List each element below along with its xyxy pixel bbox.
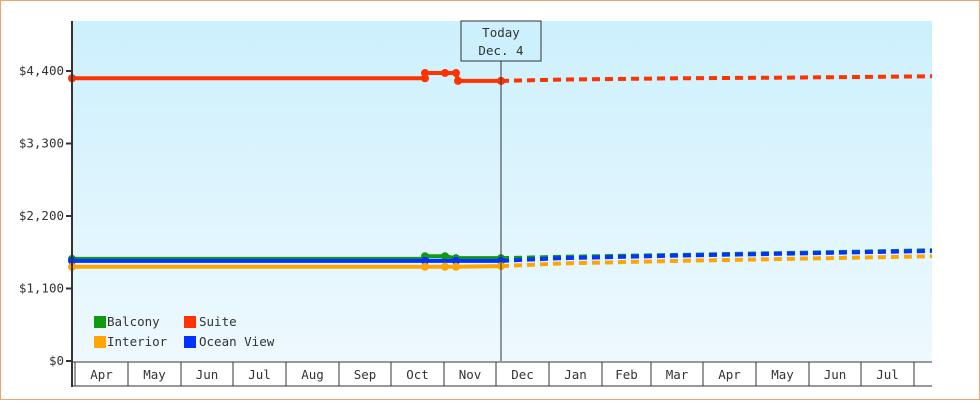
y-tick-label: $4,400 — [19, 63, 64, 78]
x-month-label: Mar — [666, 367, 689, 382]
legend-label-balcony: Balcony — [107, 314, 160, 329]
legend: Balcony Suite Interior Ocean View — [94, 314, 275, 349]
legend-label-ocean-view: Ocean View — [199, 334, 275, 349]
x-month-label: Apr — [90, 367, 113, 382]
legend-item-balcony[interactable]: Balcony — [94, 314, 160, 329]
legend-item-ocean-view[interactable]: Ocean View — [184, 334, 275, 349]
legend-item-interior[interactable]: Interior — [94, 334, 168, 349]
y-tick-label: $3,300 — [19, 136, 64, 151]
y-tick-label: $2,200 — [19, 208, 64, 223]
x-month-label: Jul — [248, 367, 271, 382]
x-month-label: Feb — [615, 367, 638, 382]
today-label-line2: Dec. 4 — [478, 43, 523, 58]
x-month-label: Apr — [718, 367, 741, 382]
today-label-box — [460, 20, 542, 62]
x-month-label: Jun — [196, 367, 219, 382]
y-tick-label: $0 — [49, 353, 64, 368]
x-month-label: Dec — [511, 367, 534, 382]
data-point[interactable] — [441, 262, 449, 271]
x-month-label: Oct — [406, 367, 429, 382]
data-point[interactable] — [452, 262, 460, 271]
legend-swatch-ocean-view — [184, 336, 196, 348]
legend-swatch-balcony — [94, 316, 106, 328]
y-tick-label: $1,100 — [19, 281, 64, 296]
x-month-label: May — [143, 367, 166, 382]
x-month-label: May — [771, 367, 794, 382]
series-interior — [68, 254, 933, 271]
data-point[interactable] — [421, 262, 429, 271]
legend-label-interior: Interior — [107, 334, 168, 349]
legend-item-suite[interactable]: Suite — [184, 314, 237, 329]
x-month-label: Sep — [354, 367, 377, 382]
data-point[interactable] — [421, 68, 429, 77]
data-point[interactable] — [441, 252, 449, 261]
y-axis-ticks: $0 $1,100 $2,200 $3,300 $4,400 — [19, 63, 72, 368]
legend-label-suite: Suite — [199, 314, 237, 329]
plot-area — [72, 21, 932, 361]
data-point[interactable] — [454, 76, 462, 85]
series-suite — [68, 68, 933, 85]
legend-swatch-interior — [94, 336, 106, 348]
x-month-label: Jun — [824, 367, 847, 382]
x-month-label: Jul — [876, 367, 899, 382]
data-point[interactable] — [421, 256, 429, 265]
data-point[interactable] — [452, 68, 460, 77]
series-ocean-view — [68, 248, 933, 265]
x-month-label: Jan — [564, 367, 587, 382]
data-point[interactable] — [452, 256, 460, 265]
x-month-label: Aug — [301, 367, 324, 382]
today-marker: Today Dec. 4 — [460, 20, 542, 361]
legend-swatch-suite — [184, 316, 196, 328]
data-point[interactable] — [441, 68, 449, 77]
today-label-line1: Today — [482, 25, 520, 40]
x-axis-months: Apr May Jun Jul Aug Sep Oct Nov Dec Jan Feb Mar Apr M… — [72, 361, 932, 387]
x-month-label: Nov — [459, 367, 482, 382]
